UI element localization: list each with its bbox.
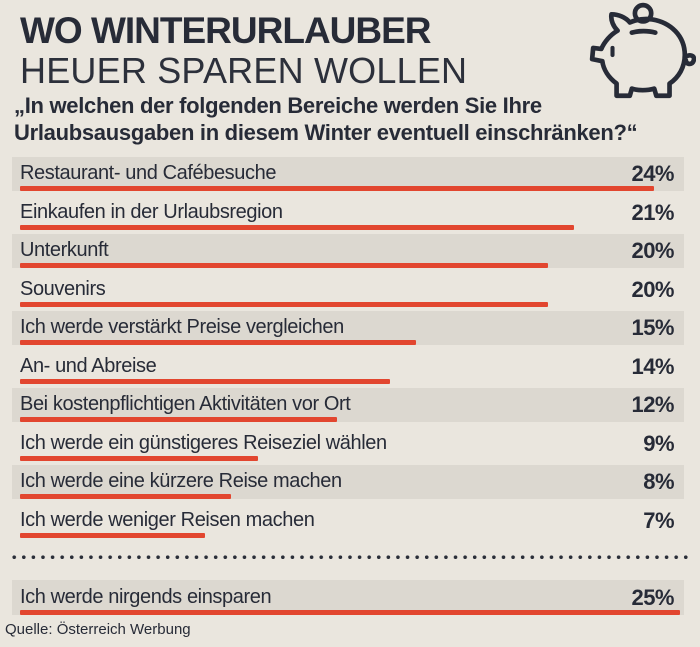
bar: [20, 301, 548, 307]
coin-slot: [629, 28, 658, 35]
table-row-no-savings: Ich werde nirgends einsparen 25%: [12, 580, 684, 615]
table-row: Bei kostenpflichtigen Aktivitäten vor Or…: [12, 388, 684, 422]
table-row: Unterkunft 20%: [12, 234, 684, 268]
row-value: 20%: [631, 238, 674, 263]
table-row: Souvenirs 20%: [12, 273, 684, 307]
row-label: Ich werde ein günstigeres Reiseziel wähl…: [20, 431, 387, 454]
row-label: Ich werde verstärkt Preise vergleichen: [20, 316, 344, 338]
pig-body: [589, 11, 688, 99]
piggy-bank-icon: [589, 2, 696, 99]
row-label: Unterkunft: [20, 239, 109, 261]
table-row: Ich werde verstärkt Preise vergleichen 1…: [12, 311, 684, 345]
row-value: 8%: [643, 469, 674, 494]
table-row: Ich werde ein günstigeres Reiseziel wähl…: [12, 427, 684, 461]
table-row: Restaurant- und Cafébesuche 24%: [12, 157, 684, 191]
survey-question: „In welchen der folgenden Bereiche werde…: [14, 92, 694, 146]
bar: [20, 340, 416, 345]
row-label: Restaurant- und Cafébesuche: [20, 162, 277, 184]
page-title-line1: WO WINTERURLAUBER: [20, 10, 432, 51]
row-label: Bei kostenpflichtigen Aktivitäten vor Or…: [20, 393, 351, 415]
row-value: 24%: [631, 161, 674, 186]
row-label: Ich werde nirgends einsparen: [20, 586, 272, 608]
table-row: Ich werde eine kürzere Reise machen 8%: [12, 465, 684, 499]
survey-question-line2: Urlaubsausgaben in diesem Winter eventue…: [14, 120, 638, 145]
bar: [20, 263, 548, 268]
row-value: 15%: [631, 315, 674, 340]
pig-tail: [682, 53, 696, 67]
row-label: Ich werde weniger Reisen machen: [20, 508, 315, 531]
bar: [20, 378, 390, 384]
row-value: 9%: [643, 430, 674, 456]
row-label: Souvenirs: [20, 277, 106, 300]
row-label: Ich werde eine kürzere Reise machen: [20, 470, 342, 492]
row-value: 12%: [631, 392, 674, 417]
bar: [20, 417, 337, 422]
row-value: 21%: [631, 199, 674, 225]
row-value: 25%: [631, 585, 674, 610]
bar: [20, 455, 258, 461]
bar-list: Restaurant- und Cafébesuche 24% Einkaufe…: [12, 157, 684, 538]
survey-question-line1: „In welchen der folgenden Bereiche werde…: [14, 93, 542, 118]
source-credit: Quelle: Österreich Werbung: [5, 621, 191, 638]
table-row: Einkaufen in der Urlaubsregion 21%: [12, 196, 684, 230]
table-row: An- und Abreise 14%: [12, 350, 684, 384]
row-value: 14%: [631, 353, 674, 379]
page-title-line2: HEUER SPAREN WOLLEN: [20, 50, 468, 91]
row-value: 20%: [631, 276, 674, 302]
row-label: An- und Abreise: [20, 354, 157, 377]
dotted-divider: [12, 555, 688, 560]
bar: [20, 610, 680, 615]
bar: [20, 186, 654, 191]
row-label: Einkaufen in der Urlaubsregion: [20, 200, 283, 223]
row-value: 7%: [643, 507, 674, 533]
bar: [20, 494, 232, 499]
bar: [20, 532, 205, 538]
bar: [20, 224, 575, 230]
table-row: Ich werde weniger Reisen machen 7%: [12, 504, 684, 538]
